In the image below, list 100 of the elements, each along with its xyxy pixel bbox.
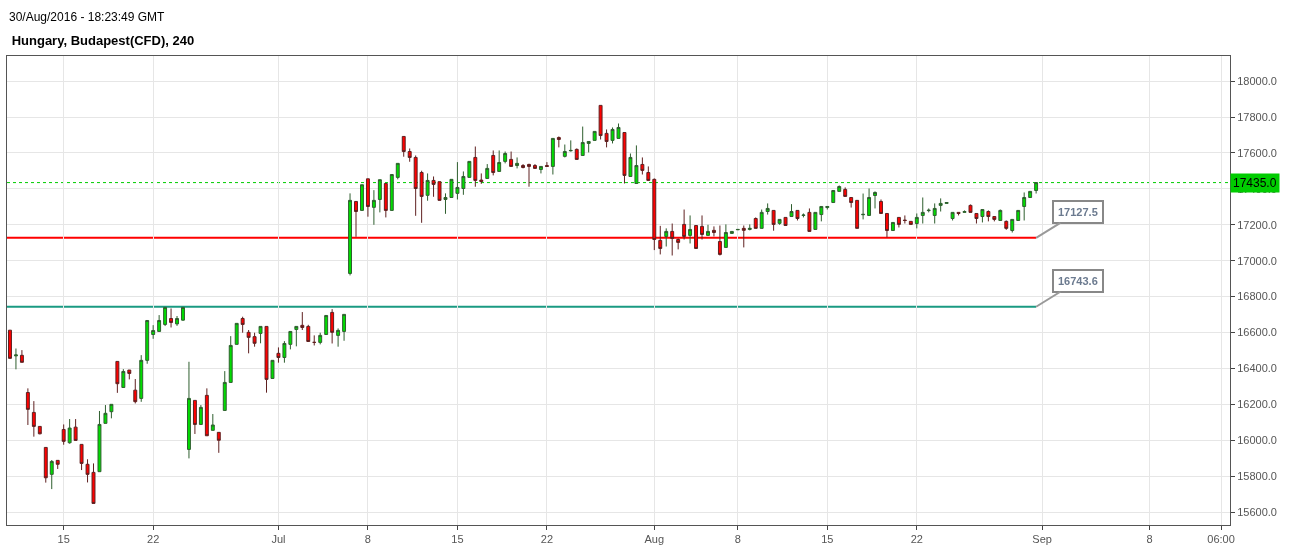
candlestick: [1022, 191, 1027, 221]
x-tick-label: Aug: [644, 533, 665, 546]
candlestick: [264, 325, 269, 394]
candlestick: [992, 216, 997, 222]
candlestick: [890, 221, 895, 232]
candlestick: [580, 126, 585, 156]
candlestick: [13, 348, 18, 370]
candlestick: [371, 189, 376, 226]
ref-line-label: 16743.6: [1058, 275, 1098, 287]
x-tick-label: 06:00: [1207, 533, 1235, 546]
candlestick: [330, 308, 335, 344]
chart-title: Hungary, Budapest(CFD), 240: [11, 32, 195, 48]
candlestick: [640, 156, 645, 176]
candlestick: [365, 178, 370, 218]
candlestick: [491, 149, 496, 176]
y-tick-label: 17000.0: [1237, 254, 1277, 267]
candlestick: [902, 214, 907, 225]
x-tick-label: 15: [57, 533, 70, 546]
candlestick: [962, 209, 967, 213]
candlestick: [336, 327, 341, 348]
y-tick-label: 16600.0: [1237, 326, 1277, 339]
candlestick: [562, 144, 567, 158]
y-tick-label: 17600.0: [1237, 146, 1277, 159]
ref-line-label: 17127.5: [1058, 206, 1098, 218]
candlestick: [586, 140, 591, 153]
candlestick: [908, 220, 913, 225]
candlestick: [276, 346, 281, 364]
candlestick: [49, 459, 54, 490]
candlestick: [556, 135, 561, 148]
candlestick: [31, 400, 36, 438]
y-tick-label: 17800.0: [1237, 110, 1277, 123]
candlestick: [538, 165, 543, 174]
candlestick: [401, 135, 406, 158]
candlestick: [234, 322, 239, 345]
candlestick: [503, 151, 508, 164]
candlestick: [783, 216, 788, 226]
candlestick: [879, 198, 883, 214]
candlestick: [688, 214, 693, 244]
candlestick: [544, 161, 549, 167]
candlestick: [956, 211, 961, 216]
candlestick: [348, 192, 352, 276]
candlestick: [974, 212, 979, 225]
candlestick: [479, 172, 484, 185]
candlestick: [169, 307, 174, 328]
candlestick: [825, 205, 830, 211]
y-tick-label: 17200.0: [1237, 218, 1277, 231]
candlestick: [79, 443, 84, 471]
candlestick: [204, 387, 209, 437]
candlestick: [318, 332, 323, 345]
candlestick: [938, 197, 943, 212]
candlestick: [855, 199, 860, 229]
candlestick: [145, 319, 150, 365]
text: 30/Aug/2016 - 18:23:49 GMT: [9, 10, 166, 24]
candlestick: [867, 188, 872, 216]
candlestick: [753, 216, 758, 229]
candlestick: [789, 203, 794, 218]
candlestick: [831, 189, 836, 204]
candlestick: [813, 211, 818, 230]
candlestick: [43, 446, 48, 484]
candlestick: [646, 165, 651, 181]
candlestick: [777, 218, 782, 226]
x-tick-label: 8: [734, 533, 741, 546]
y-tick-label: 16400.0: [1237, 362, 1277, 375]
candlestick: [837, 184, 842, 192]
candlestick: [950, 211, 955, 221]
candlestick: [819, 205, 824, 222]
candlestick: [300, 311, 305, 331]
x-tick-label: 8: [364, 533, 371, 546]
candlestick: [574, 147, 579, 160]
candlestick: [216, 431, 221, 454]
candlestick: [240, 316, 245, 334]
candlestick: [419, 170, 424, 224]
candlestick: [73, 418, 78, 441]
candlestick: [759, 209, 764, 229]
y-tick-label: 15800.0: [1237, 470, 1277, 483]
candlestick: [747, 223, 752, 231]
candlestick: [896, 216, 901, 228]
candlestick: [592, 130, 597, 141]
candlestick: [664, 227, 669, 248]
candlestick: [998, 209, 1003, 221]
candlestick: [849, 196, 854, 209]
x-tick-label: 22: [540, 533, 554, 546]
candlestick: [1028, 190, 1033, 198]
candlestick: [521, 163, 526, 169]
candlestick: [115, 360, 120, 394]
candlestick: [568, 139, 573, 153]
candlestick: [706, 224, 710, 236]
candlestick: [294, 325, 299, 347]
candlestick: [109, 403, 114, 419]
candlestick: [25, 387, 30, 426]
candlestick: [771, 209, 776, 232]
candlestick: [425, 172, 430, 202]
candlestick: [527, 163, 531, 188]
candlestick: [473, 146, 478, 188]
candlestick: [139, 354, 144, 403]
candlestick: [1010, 218, 1015, 233]
x-tick-label: Jul: [271, 533, 286, 546]
candlestick: [533, 163, 537, 169]
candlestick: [19, 349, 24, 363]
candlestick: [407, 147, 412, 163]
